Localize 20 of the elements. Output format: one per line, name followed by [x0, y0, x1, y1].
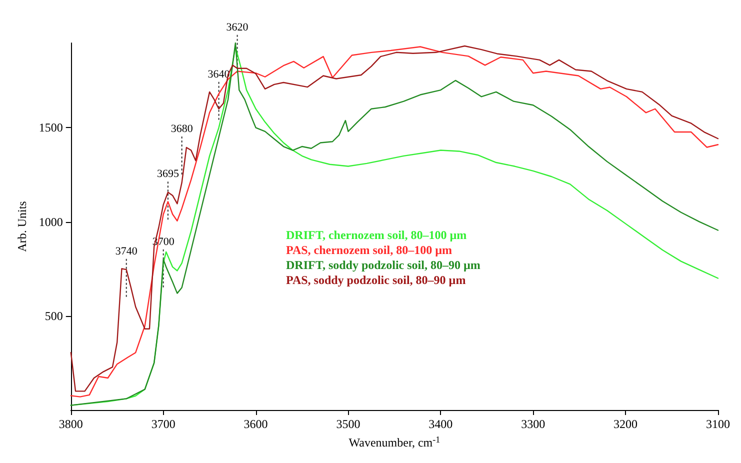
text: PAS, soddy podzolic soil, 80–90 µm	[286, 273, 466, 287]
text: PAS, chernozem soil, 80–100 µm	[286, 243, 452, 257]
x-tick-label: 3500	[336, 417, 360, 431]
x-tick-label: 3800	[58, 417, 83, 431]
x-tick-label: 3600	[244, 417, 268, 431]
y-axis-title: Arb. Units	[15, 200, 29, 252]
y-tick-label: 1000	[38, 214, 63, 229]
annotation: 3740	[115, 245, 138, 258]
annotation: 3620	[226, 21, 249, 34]
x-tick-label: 3300	[521, 417, 546, 431]
x-tick-label: 3100	[706, 417, 730, 431]
x-tick-label: 3700	[151, 417, 176, 431]
y-tick-label: 1500	[38, 120, 63, 135]
annotation: 3680	[170, 123, 194, 136]
y-tick-label: 500	[44, 308, 63, 323]
x-tick-label: 3200	[614, 417, 638, 431]
text: DRIFT, soddy podzolic soil, 80–90 µm	[286, 258, 480, 272]
text: DRIFT, chernozem soil, 80–100 µm	[286, 228, 467, 242]
x-tick-label: 3400	[428, 417, 453, 431]
annotation: 3695	[156, 168, 180, 180]
